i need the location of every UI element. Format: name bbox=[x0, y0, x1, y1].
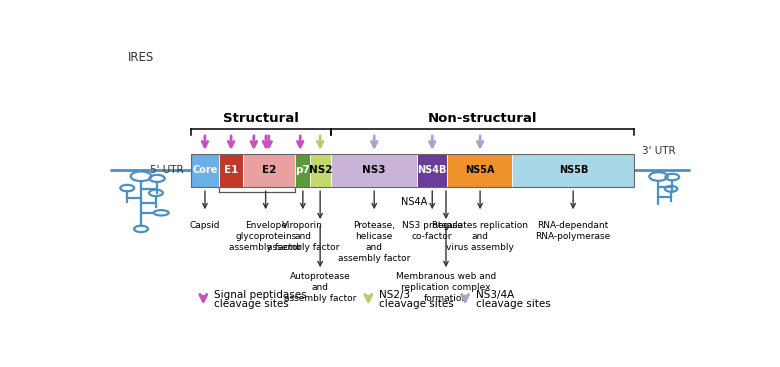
Text: RNA-dependant
RNA-polymerase: RNA-dependant RNA-polymerase bbox=[536, 221, 611, 241]
Text: NS3 protease
co-factor: NS3 protease co-factor bbox=[402, 221, 463, 241]
Bar bbox=[191, 154, 634, 187]
Bar bbox=[447, 154, 512, 187]
Text: IRES: IRES bbox=[128, 51, 154, 64]
Text: Envelope
glycoproteins
assembly factor: Envelope glycoproteins assembly factor bbox=[229, 221, 302, 252]
Text: NS2/3: NS2/3 bbox=[379, 290, 410, 300]
Text: cleavage sites: cleavage sites bbox=[215, 299, 289, 309]
Text: p7: p7 bbox=[295, 166, 310, 175]
Text: Regulates replication
and
virus assembly: Regulates replication and virus assembly bbox=[432, 221, 528, 252]
Text: E2: E2 bbox=[262, 166, 277, 175]
Bar bbox=[296, 154, 310, 187]
Text: NS5B: NS5B bbox=[558, 166, 588, 175]
Bar bbox=[191, 154, 218, 187]
Text: Viroporin
and
assembly factor: Viroporin and assembly factor bbox=[267, 221, 339, 252]
Text: 5' UTR: 5' UTR bbox=[151, 166, 184, 175]
Text: NS4B: NS4B bbox=[417, 166, 447, 175]
Text: Structural: Structural bbox=[223, 112, 299, 126]
Text: 3' UTR: 3' UTR bbox=[642, 146, 675, 156]
Text: NS5A: NS5A bbox=[465, 166, 495, 175]
Text: Signal peptidases: Signal peptidases bbox=[215, 290, 307, 300]
Bar bbox=[331, 154, 417, 187]
Text: Autoprotease
and
assembly factor: Autoprotease and assembly factor bbox=[284, 272, 356, 303]
Text: NS3/4A: NS3/4A bbox=[476, 290, 514, 300]
Text: NS4A: NS4A bbox=[401, 197, 427, 207]
Text: Capsid: Capsid bbox=[190, 221, 220, 230]
Text: cleavage sites: cleavage sites bbox=[379, 299, 454, 309]
Text: Membranous web and
replication complex
formation: Membranous web and replication complex f… bbox=[396, 272, 496, 303]
Bar bbox=[310, 154, 331, 187]
Bar bbox=[417, 154, 447, 187]
Text: E1: E1 bbox=[224, 166, 238, 175]
Text: NS2: NS2 bbox=[309, 166, 332, 175]
Text: NS3: NS3 bbox=[362, 166, 386, 175]
Text: cleavage sites: cleavage sites bbox=[476, 299, 551, 309]
Text: Non-structural: Non-structural bbox=[427, 112, 537, 126]
Bar bbox=[243, 154, 296, 187]
Text: Core: Core bbox=[192, 166, 218, 175]
Bar bbox=[218, 154, 243, 187]
Bar bbox=[512, 154, 634, 187]
Text: Protease,
helicase
and
assembly factor: Protease, helicase and assembly factor bbox=[338, 221, 410, 263]
